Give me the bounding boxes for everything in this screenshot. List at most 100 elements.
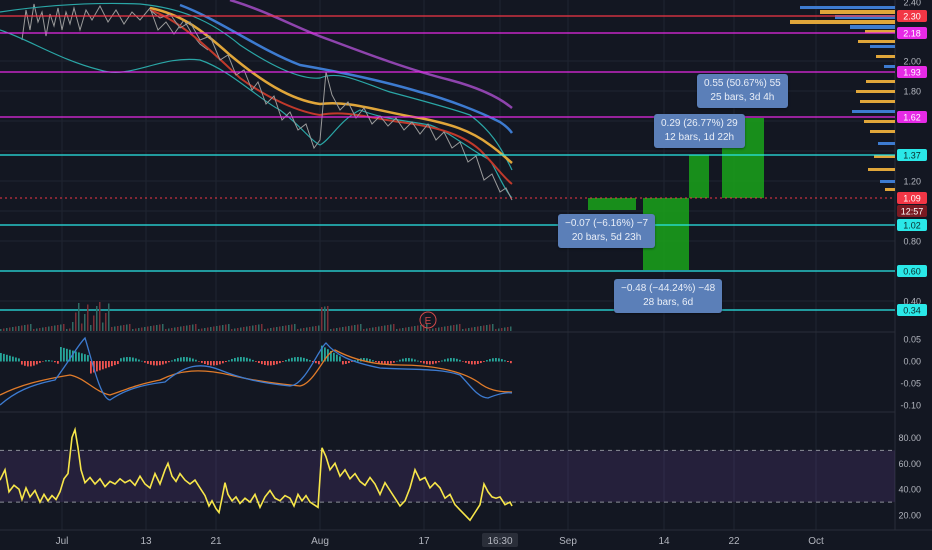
macd-hist-bar	[405, 358, 407, 362]
volume-bar	[384, 325, 386, 331]
macd-hist-bar	[399, 359, 401, 362]
macd-hist-bar	[84, 354, 86, 362]
earnings-marker[interactable]: E	[419, 311, 437, 329]
macd-hist-bar	[453, 358, 455, 362]
volume-bar	[111, 327, 113, 331]
price-line	[149, 9, 513, 201]
level-tag-0-60	[897, 265, 927, 277]
macd-hist-bar	[189, 357, 191, 362]
volume-bar	[141, 327, 143, 331]
volume-bar	[198, 329, 200, 331]
macd-hist-bar	[387, 361, 389, 365]
volume-bar	[90, 325, 92, 331]
macd-hist-bar	[39, 361, 41, 363]
level-tag-label-1-62: 1.62	[903, 113, 921, 123]
volume-bar	[288, 325, 290, 331]
measure-tooltip-2[interactable]: 0.29 (26.77%) 29 12 bars, 1d 22h	[654, 114, 745, 148]
volume-bar	[36, 328, 38, 331]
price-tick-2-40: 2.40	[903, 0, 921, 8]
macd-hist-bar	[99, 361, 101, 371]
volume-bar	[117, 326, 119, 331]
volume-bar	[72, 322, 74, 331]
volume-bar	[414, 326, 416, 331]
measure-tooltip-1[interactable]: 0.55 (50.67%) 55 25 bars, 3d 4h	[697, 74, 788, 108]
macd-hist-bar	[237, 357, 239, 362]
macd-hist-bar	[306, 358, 308, 362]
volume-bar	[45, 327, 47, 331]
macd-hist-bar	[240, 357, 242, 362]
volume-bar	[252, 325, 254, 331]
volume-bar	[159, 324, 161, 331]
macd-hist-bar	[201, 361, 203, 363]
volume-bar	[330, 329, 332, 331]
macd-hist-bar	[396, 360, 398, 362]
macd-hist-bar	[321, 345, 323, 362]
macd-hist-bar	[144, 361, 146, 363]
macd-hist-bar	[129, 357, 131, 362]
volume-bar	[435, 328, 437, 331]
macd-hist-bar	[462, 361, 464, 362]
volume-bar	[309, 327, 311, 331]
volume-bar	[486, 325, 488, 331]
volume-bar	[273, 327, 275, 331]
macd-hist-bar	[96, 361, 98, 372]
time-tick-14: 14	[658, 536, 670, 547]
macd-hist-bar	[471, 361, 473, 365]
macd-hist-bar	[456, 358, 458, 362]
volume-bar	[387, 325, 389, 331]
volume-bar	[312, 326, 314, 331]
macd-hist-bar	[300, 357, 302, 362]
macd-hist-bar	[216, 361, 218, 366]
volume-bar	[351, 325, 353, 331]
level-tag-label-1-93: 1.93	[903, 68, 921, 78]
countdown-label: 12:57	[901, 207, 924, 217]
time-tick-21: 21	[210, 536, 222, 547]
volume-profile	[790, 6, 895, 191]
volume-bar	[300, 328, 302, 331]
macd-hist-bar	[168, 361, 170, 363]
volume-bar	[483, 325, 485, 331]
macd-hist-bar	[243, 357, 245, 362]
volume-bar	[237, 328, 239, 331]
volume-bar	[429, 329, 431, 331]
level-tag-label-1-02: 1.02	[903, 221, 921, 231]
time-axis: Jul 13 21 Aug 17 16:30 Sep 14 22 Oct	[56, 533, 824, 547]
volume-bar	[195, 324, 197, 331]
macd-hist-bar	[369, 359, 371, 362]
macd-hist-bar	[276, 361, 278, 365]
macd-hist-bar	[21, 361, 23, 365]
rsi-tick-40-00: 40.00	[898, 485, 921, 495]
macd-hist-bar	[297, 357, 299, 362]
volume-bar	[264, 329, 266, 331]
macd-hist-bar	[72, 350, 74, 362]
macd-hist-bar	[213, 361, 215, 366]
last-price-label: 1.09	[903, 194, 921, 204]
macd-hist-bar	[432, 361, 434, 365]
measure-1-line2: 25 bars, 3d 4h	[710, 92, 775, 103]
measure-tooltip-3[interactable]: −0.07 (−6.16%) −7 20 bars, 5d 23h	[558, 214, 656, 248]
macd-hist-bar	[450, 358, 452, 362]
time-tick-jul: Jul	[56, 536, 69, 547]
macd-hist-bar	[348, 361, 350, 364]
volume-bar	[438, 327, 440, 331]
macd-hist-bar	[255, 361, 257, 362]
macd-hist-bar	[183, 357, 185, 362]
volume-bar	[282, 326, 284, 331]
macd-hist-bar	[138, 359, 140, 362]
volume-bar	[210, 327, 212, 331]
macd-hist-bar	[273, 361, 275, 366]
rsi-line	[0, 426, 513, 522]
macd-hist-bar	[147, 361, 149, 364]
rsi-tick-80-00: 80.00	[898, 433, 921, 443]
macd-hist-bar	[492, 358, 494, 362]
price-tick-1-20: 1.20	[903, 177, 921, 187]
volume-bar	[105, 313, 107, 331]
macd-hist-bar	[285, 360, 287, 362]
macd-hist-bar	[375, 361, 377, 362]
volume-bar	[468, 328, 470, 331]
volume-bar	[228, 324, 230, 331]
measure-tooltip-4[interactable]: −0.48 (−44.24%) −48 28 bars, 6d	[614, 279, 723, 313]
macd-hist-bar	[447, 358, 449, 362]
price-tick-0-40: 0.40	[903, 297, 921, 307]
